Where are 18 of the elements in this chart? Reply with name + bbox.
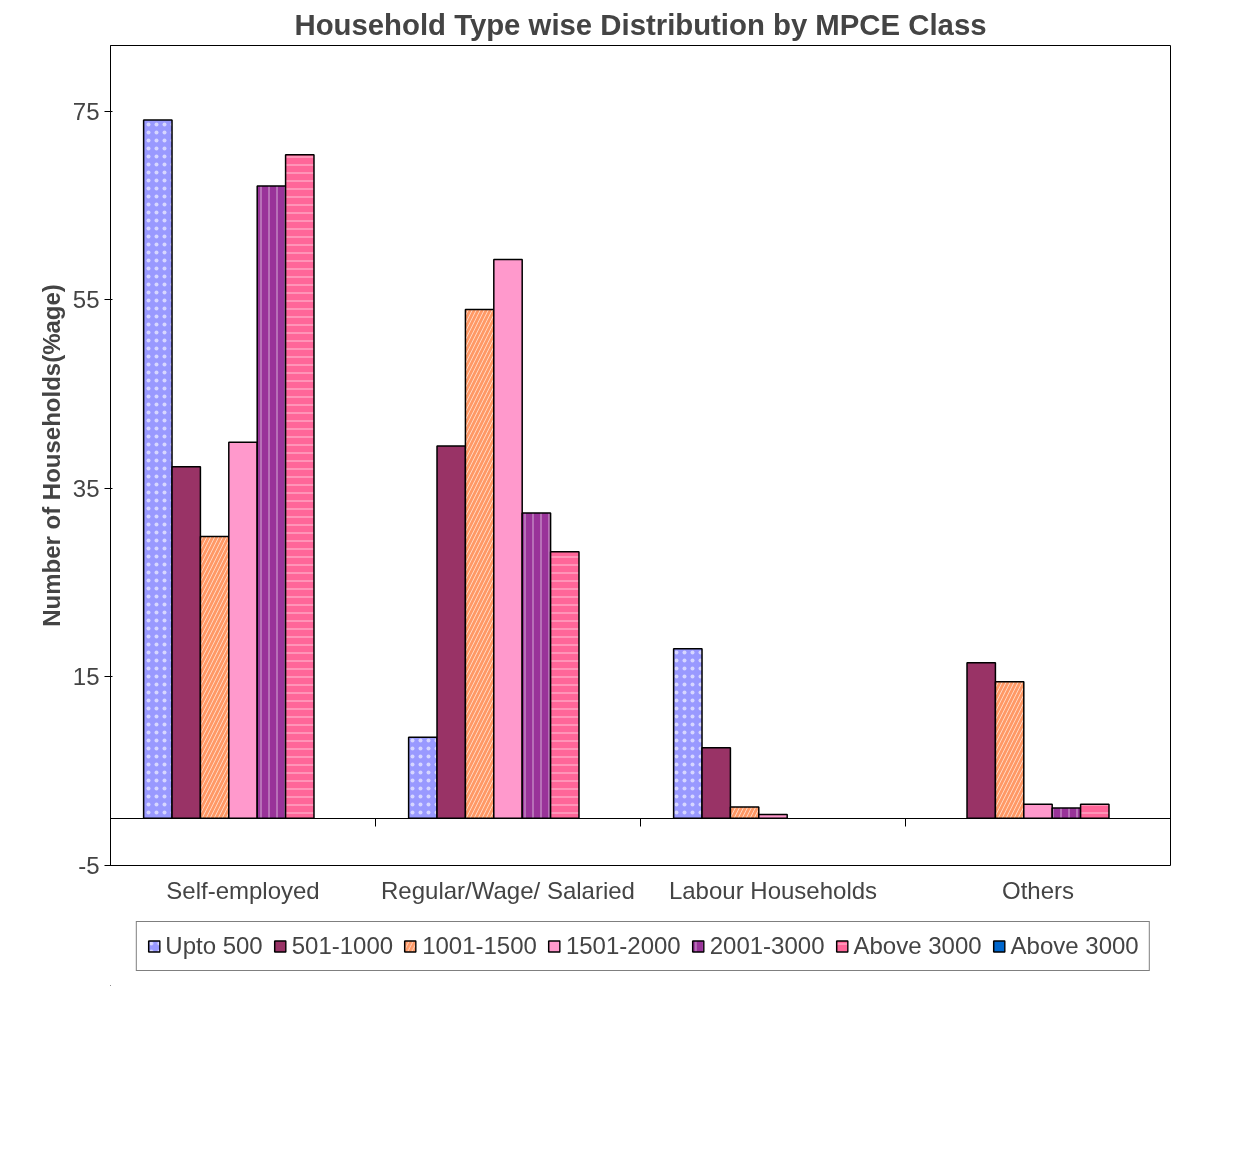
x-tick-label: Labour Households bbox=[668, 876, 878, 904]
x-tick-label: Others bbox=[1001, 876, 1075, 904]
legend-label: 1501-2000 bbox=[565, 932, 681, 960]
legend-label: 2001-3000 bbox=[709, 932, 825, 960]
legend-label: Upto 500 bbox=[165, 932, 263, 960]
y-tick-label: 35 bbox=[72, 474, 100, 502]
y-tick-label: 55 bbox=[72, 286, 100, 314]
y-tick-label: 75 bbox=[72, 97, 100, 125]
y-tick-label: -5 bbox=[78, 852, 100, 879]
chart-title: Household Type wise Distribution by MPCE Class bbox=[294, 7, 987, 41]
x-tick-label: Regular/Wage/ Salaried bbox=[381, 876, 635, 904]
legend-label: Above 3000 bbox=[853, 932, 982, 960]
legend-label: Above 3000 bbox=[1010, 932, 1139, 960]
legend-label: 501-1000 bbox=[291, 932, 394, 960]
legend-label: 1001-1500 bbox=[422, 932, 537, 960]
y-axis-title: Number of Households(%age) bbox=[37, 284, 65, 627]
y-tick-label: 15 bbox=[72, 663, 100, 691]
x-tick-label: Self-employed bbox=[166, 876, 320, 904]
